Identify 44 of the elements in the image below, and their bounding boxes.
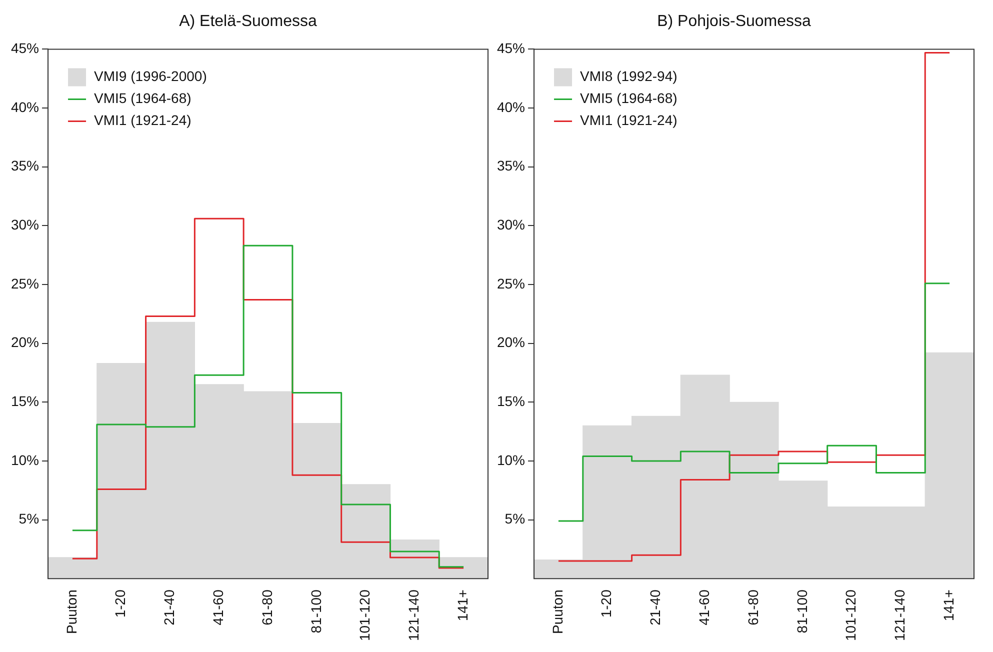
- x-tick-label: 101-120: [356, 589, 373, 642]
- y-tick-label: 35%: [496, 158, 526, 174]
- y-tick-label: 25%: [10, 275, 40, 292]
- y-tick-label: 40%: [10, 98, 40, 115]
- x-tick-label: 1-20: [112, 589, 128, 618]
- legend-label: VMI1 (1921-24): [94, 112, 192, 128]
- x-tick-label: 141+: [454, 590, 470, 622]
- x-tick-label: 41-60: [210, 589, 226, 626]
- x-tick-label: 21-40: [161, 589, 178, 626]
- x-tick-label: 41-60: [696, 589, 712, 626]
- y-tick-label: 5%: [18, 510, 40, 527]
- x-tick-label: 121-140: [406, 589, 422, 642]
- x-tick-label: 81-100: [794, 589, 810, 634]
- y-tick-label: 15%: [10, 393, 40, 410]
- y-tick-label: 10%: [496, 452, 526, 468]
- x-tick-label: 1-20: [598, 589, 614, 618]
- x-tick-label: Puuton: [63, 590, 80, 634]
- chart-title: B) Pohjois-Suomessa: [657, 13, 812, 30]
- x-tick-label: 61-80: [258, 589, 275, 626]
- y-tick-label: 40%: [496, 98, 526, 115]
- x-tick-label: 101-120: [842, 589, 859, 642]
- y-tick-label: 5%: [504, 510, 526, 527]
- legend-label: VMI1 (1921-24): [580, 112, 678, 128]
- legend-label: VMI9 (1996-2000): [94, 68, 207, 84]
- x-tick-label: Puuton: [549, 590, 566, 634]
- y-tick-label: 25%: [496, 275, 526, 292]
- x-tick-label: 141+: [940, 590, 956, 622]
- y-tick-label: 35%: [10, 158, 40, 174]
- legend-label: VMI5 (1964-68): [94, 90, 192, 106]
- y-tick-label: 45%: [496, 40, 526, 56]
- legend-label: VMI5 (1964-68): [580, 90, 678, 106]
- y-tick-label: 30%: [496, 216, 526, 233]
- legend-label: VMI8 (1992-94): [580, 68, 678, 84]
- y-tick-label: 30%: [10, 216, 40, 233]
- y-tick-label: 15%: [496, 393, 526, 410]
- y-tick-label: 20%: [496, 334, 526, 350]
- y-tick-label: 45%: [10, 40, 40, 56]
- y-tick-label: 10%: [10, 452, 40, 468]
- x-tick-label: 61-80: [744, 589, 761, 626]
- x-tick-label: 21-40: [647, 589, 664, 626]
- x-tick-label: 121-140: [892, 589, 908, 642]
- chart-title: A) Etelä-Suomessa: [179, 13, 318, 30]
- y-tick-label: 20%: [10, 334, 40, 350]
- x-tick-label: 81-100: [308, 589, 324, 634]
